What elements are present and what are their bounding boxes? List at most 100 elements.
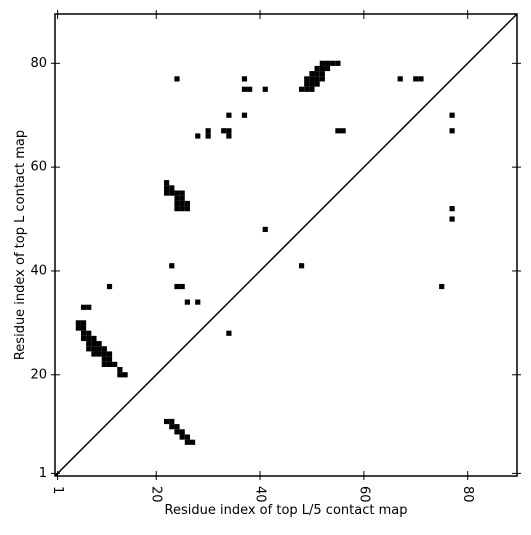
point (319, 60, 325, 66)
point (101, 356, 107, 362)
point (314, 71, 320, 77)
point (335, 128, 341, 134)
point (439, 283, 445, 290)
point (80, 320, 87, 326)
point (164, 418, 170, 425)
point (80, 325, 87, 331)
point (309, 81, 315, 87)
point (205, 133, 211, 139)
point (174, 200, 180, 207)
point (304, 81, 310, 87)
point (184, 206, 190, 212)
point (106, 356, 113, 362)
point (184, 439, 190, 445)
point (314, 65, 320, 72)
point (75, 320, 81, 326)
plot-frame (54, 13, 518, 477)
point (184, 434, 190, 440)
point (112, 361, 118, 367)
point (174, 190, 180, 196)
point (122, 372, 128, 378)
point (80, 330, 87, 336)
point (314, 76, 320, 82)
x-tick-label: 40 (253, 486, 268, 503)
point (164, 190, 170, 196)
point (205, 128, 211, 134)
point (106, 351, 113, 357)
point (184, 200, 190, 207)
point (340, 128, 346, 134)
point (221, 128, 227, 134)
point (96, 346, 102, 352)
point (226, 330, 232, 336)
point (298, 86, 305, 92)
point (449, 128, 455, 134)
point (298, 263, 305, 269)
x-axis-label: Residue index of top L/5 contact map (165, 503, 408, 518)
point (174, 283, 180, 290)
point (101, 346, 107, 352)
point (80, 335, 87, 342)
point (174, 76, 180, 82)
point (117, 366, 123, 373)
point (91, 346, 97, 352)
point (397, 76, 403, 82)
point (169, 418, 175, 425)
point (106, 361, 113, 367)
point (262, 226, 268, 233)
point (101, 361, 107, 367)
point (304, 76, 310, 82)
y-tick-label: 60 (30, 160, 47, 175)
point (169, 424, 175, 430)
point (309, 76, 315, 82)
point (324, 60, 331, 66)
point (184, 299, 190, 305)
point (309, 71, 315, 77)
point (247, 86, 253, 92)
point (179, 429, 185, 435)
point (319, 76, 325, 82)
point (96, 341, 102, 347)
point (319, 65, 325, 72)
point (75, 325, 81, 331)
y-tick-label: 1 (39, 466, 47, 481)
point (324, 65, 331, 72)
point (117, 372, 123, 378)
point (195, 133, 201, 139)
y-tick-label: 40 (30, 263, 47, 278)
point (179, 195, 185, 201)
point (335, 60, 341, 66)
point (96, 351, 102, 357)
point (179, 190, 185, 196)
point (86, 304, 92, 310)
point (91, 341, 97, 347)
point (226, 112, 232, 118)
point (449, 216, 455, 222)
x-tick-label: 1 (50, 486, 65, 494)
point (86, 335, 92, 342)
x-tick-label: 20 (149, 486, 164, 503)
point (106, 283, 113, 290)
point (86, 330, 92, 336)
point (304, 86, 310, 92)
y-tick-label: 80 (30, 56, 47, 71)
point (449, 206, 455, 212)
point (174, 429, 180, 435)
point (262, 86, 268, 92)
point (169, 263, 175, 269)
point (179, 283, 185, 290)
point (449, 112, 455, 118)
point (86, 346, 92, 352)
point (330, 60, 336, 66)
point (309, 86, 315, 92)
point (413, 76, 419, 82)
point (195, 299, 201, 305)
point (179, 206, 185, 212)
point (174, 424, 180, 430)
diagonal-line (54, 13, 518, 477)
point (86, 341, 92, 347)
point (314, 81, 320, 87)
y-tick-label: 20 (30, 367, 47, 382)
point (179, 434, 185, 440)
point (80, 304, 87, 310)
